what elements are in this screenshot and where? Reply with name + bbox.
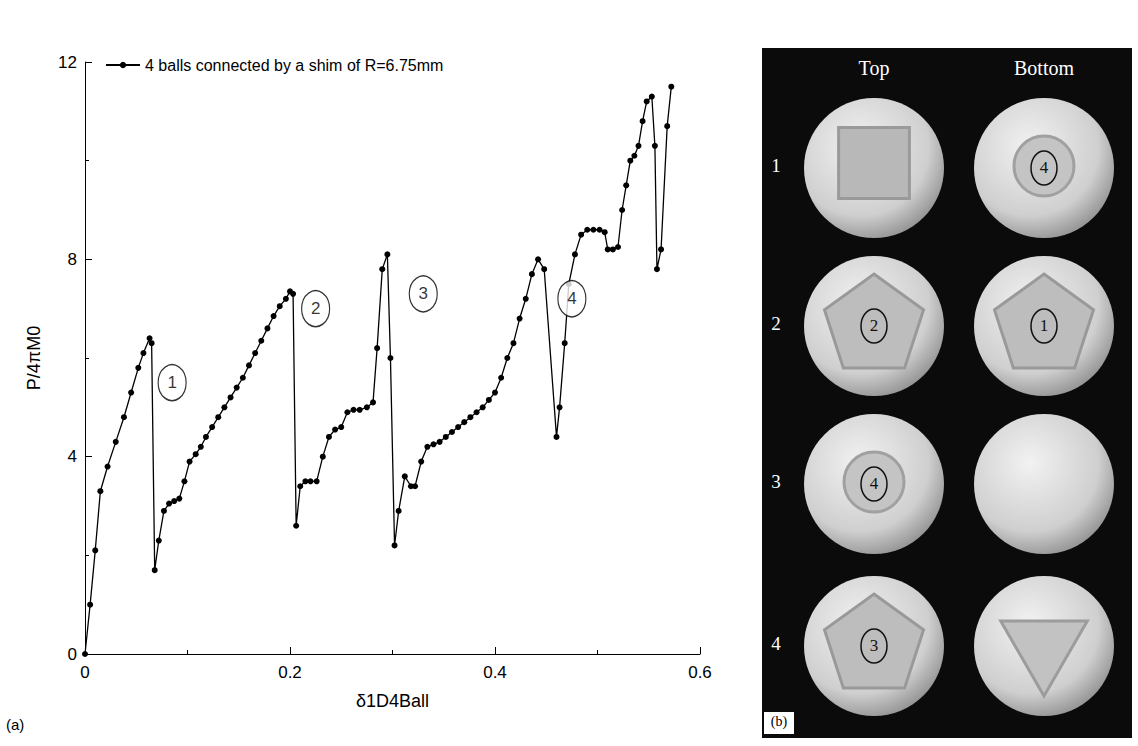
svg-text:(b): (b) (771, 714, 788, 730)
svg-text:0.4: 0.4 (483, 663, 507, 682)
svg-text:Top: Top (859, 57, 890, 80)
svg-text:δ1D4Ball: δ1D4Ball (356, 691, 429, 711)
svg-text:12: 12 (58, 53, 77, 72)
svg-text:(a): (a) (6, 716, 24, 733)
svg-text:P/4πM0: P/4πM0 (24, 326, 44, 390)
svg-text:2: 2 (311, 299, 320, 318)
svg-text:4: 4 (567, 289, 576, 308)
svg-text:4 balls connected by a shim of: 4 balls connected by a shim of R=6.75mm (145, 57, 443, 74)
svg-text:4: 4 (68, 447, 77, 466)
svg-text:3: 3 (771, 471, 781, 492)
svg-text:0: 0 (80, 663, 89, 682)
svg-text:1: 1 (771, 155, 781, 176)
svg-text:Bottom: Bottom (1014, 57, 1074, 79)
svg-text:0.6: 0.6 (688, 663, 712, 682)
svg-text:0: 0 (68, 645, 77, 664)
svg-text:3: 3 (419, 284, 428, 303)
svg-text:1: 1 (1040, 316, 1049, 335)
svg-text:3: 3 (870, 636, 879, 655)
svg-text:2: 2 (771, 313, 781, 334)
svg-text:4: 4 (771, 633, 781, 654)
svg-text:4: 4 (870, 474, 879, 493)
svg-text:8: 8 (68, 250, 77, 269)
svg-text:4: 4 (1040, 158, 1049, 177)
svg-text:2: 2 (870, 316, 879, 335)
svg-text:1: 1 (167, 373, 176, 392)
svg-text:0.2: 0.2 (278, 663, 302, 682)
